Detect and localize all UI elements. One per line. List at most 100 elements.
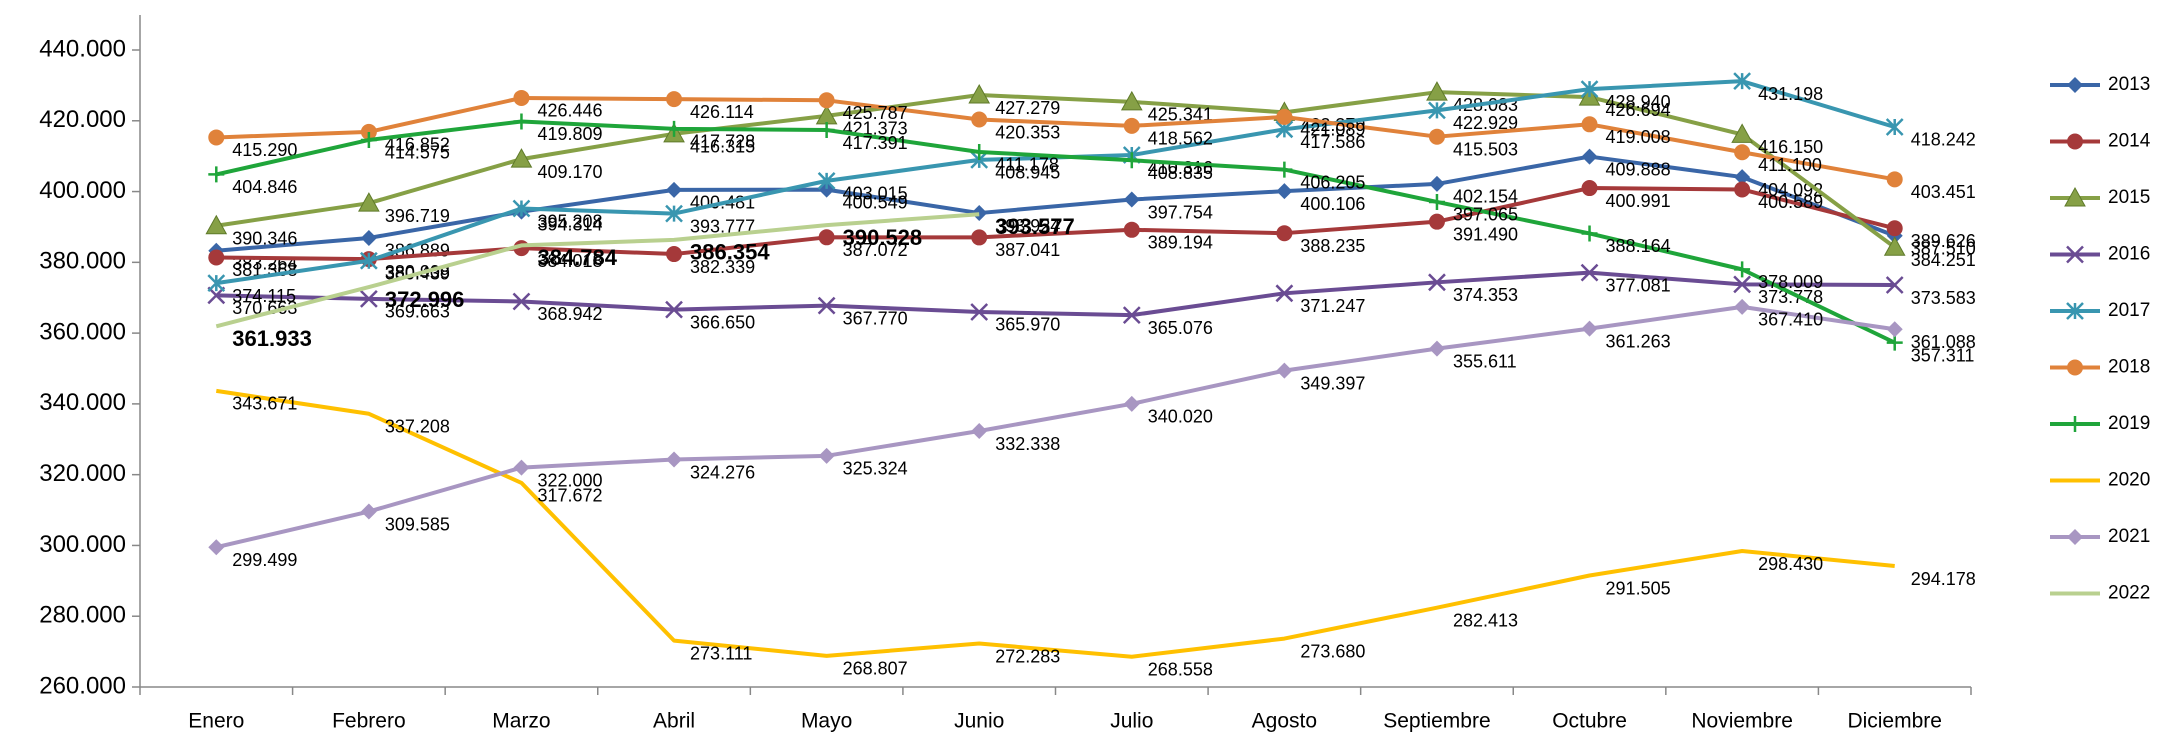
data-label: 349.397 bbox=[1300, 373, 1365, 393]
x-tick-label: Junio bbox=[954, 710, 1004, 733]
data-label: 370.663 bbox=[232, 298, 297, 318]
legend-label: 2019 bbox=[2108, 413, 2150, 434]
y-tick-label: 340.000 bbox=[39, 389, 126, 416]
data-label: 419.809 bbox=[537, 124, 602, 144]
marker bbox=[513, 113, 530, 130]
data-label: 431.198 bbox=[1758, 84, 1823, 104]
data-label: 374.353 bbox=[1453, 285, 1518, 305]
y-tick-label: 320.000 bbox=[39, 460, 126, 487]
marker bbox=[1883, 236, 1906, 256]
marker bbox=[512, 292, 531, 311]
marker bbox=[360, 123, 377, 140]
x-tick-label: Febrero bbox=[332, 710, 406, 733]
series: 343.671 337.208 317.672 273.111 268.807 272.2… bbox=[215, 388, 1976, 679]
marker bbox=[666, 181, 683, 198]
data-label: 419.008 bbox=[1606, 127, 1671, 147]
marker bbox=[666, 246, 683, 263]
marker bbox=[971, 143, 988, 160]
marker bbox=[817, 172, 836, 190]
data-label: 377.081 bbox=[1606, 275, 1671, 295]
marker bbox=[1886, 321, 1903, 338]
data-label: 372.996 bbox=[385, 287, 465, 312]
data-label: 357.311 bbox=[1911, 345, 1975, 365]
data-label: 309.585 bbox=[385, 514, 450, 534]
marker bbox=[360, 503, 377, 520]
marker bbox=[666, 91, 683, 108]
series: 361.933 372.996 384.784 386.354 390.528 393.5… bbox=[215, 212, 1075, 351]
y-tick-label: 400.000 bbox=[39, 177, 126, 204]
marker bbox=[1276, 225, 1293, 242]
data-label: 397.065 bbox=[1453, 205, 1518, 225]
marker bbox=[968, 83, 991, 104]
marker bbox=[360, 229, 377, 246]
marker bbox=[1734, 298, 1751, 315]
marker bbox=[1276, 362, 1293, 379]
marker bbox=[971, 229, 988, 246]
series: 404.846 414.575 419.809 417.728 417.391 411.1… bbox=[208, 113, 1974, 365]
y-tick-label: 300.000 bbox=[39, 531, 126, 558]
data-label: 402.154 bbox=[1453, 187, 1518, 207]
data-label: 395.208 bbox=[537, 211, 602, 231]
marker bbox=[1428, 193, 1445, 210]
marker bbox=[1581, 180, 1598, 197]
marker bbox=[2066, 302, 2084, 320]
y-tick-label: 380.000 bbox=[39, 248, 126, 275]
data-label: 391.490 bbox=[1453, 224, 1518, 244]
marker bbox=[665, 204, 683, 223]
data-label: 409.170 bbox=[537, 162, 602, 182]
line bbox=[216, 186, 1896, 262]
data-label: 273.111 bbox=[690, 643, 752, 663]
data-label: 322.000 bbox=[537, 470, 602, 490]
data-label: 365.076 bbox=[1148, 318, 1213, 338]
marker bbox=[1123, 117, 1140, 134]
marker bbox=[1886, 220, 1903, 237]
marker bbox=[208, 249, 225, 266]
y-tick-label: 440.000 bbox=[39, 35, 126, 62]
x-tick-label: Noviembre bbox=[1691, 710, 1793, 733]
data-label: 387.510 bbox=[1911, 239, 1976, 259]
data-label: 389.194 bbox=[1148, 233, 1213, 253]
marker bbox=[358, 192, 380, 212]
marker bbox=[2067, 133, 2083, 150]
data-label: 324.276 bbox=[690, 462, 755, 482]
marker bbox=[1428, 128, 1445, 145]
data-label: 416.150 bbox=[1758, 137, 1823, 157]
marker bbox=[1123, 152, 1140, 169]
legend-label: 2021 bbox=[2108, 526, 2150, 547]
y-tick-label: 420.000 bbox=[39, 106, 126, 133]
data-label: 387.041 bbox=[995, 240, 1060, 260]
line bbox=[216, 270, 1895, 318]
line bbox=[215, 304, 1896, 550]
marker bbox=[207, 274, 226, 293]
marker bbox=[971, 423, 988, 440]
data-label: 409.888 bbox=[1606, 159, 1671, 179]
data-label: 393.577 bbox=[995, 214, 1075, 239]
data-label: 418.242 bbox=[1911, 130, 1976, 150]
marker bbox=[1276, 183, 1293, 200]
data-label: 343.671 bbox=[232, 394, 297, 414]
data-label: 299.499 bbox=[232, 550, 297, 570]
marker bbox=[1428, 340, 1445, 357]
data-label: 428.940 bbox=[1606, 92, 1671, 112]
marker bbox=[1886, 334, 1903, 351]
marker bbox=[817, 296, 836, 315]
data-label: 291.505 bbox=[1606, 578, 1671, 598]
line bbox=[215, 212, 980, 329]
marker bbox=[1276, 108, 1293, 125]
data-label: 427.279 bbox=[995, 98, 1060, 118]
data-label: 425.787 bbox=[843, 103, 908, 123]
data-label: 273.680 bbox=[1300, 641, 1365, 661]
marker bbox=[971, 205, 988, 222]
data-label: 366.650 bbox=[690, 312, 755, 332]
data-label: 408.945 bbox=[995, 163, 1060, 183]
data-label: 417.586 bbox=[1300, 132, 1365, 152]
marker bbox=[666, 451, 683, 468]
marker bbox=[1580, 80, 1599, 99]
marker bbox=[1581, 148, 1598, 165]
line bbox=[215, 90, 1896, 249]
x-tick-label: Marzo bbox=[492, 710, 550, 733]
data-label: 426.114 bbox=[690, 102, 754, 122]
